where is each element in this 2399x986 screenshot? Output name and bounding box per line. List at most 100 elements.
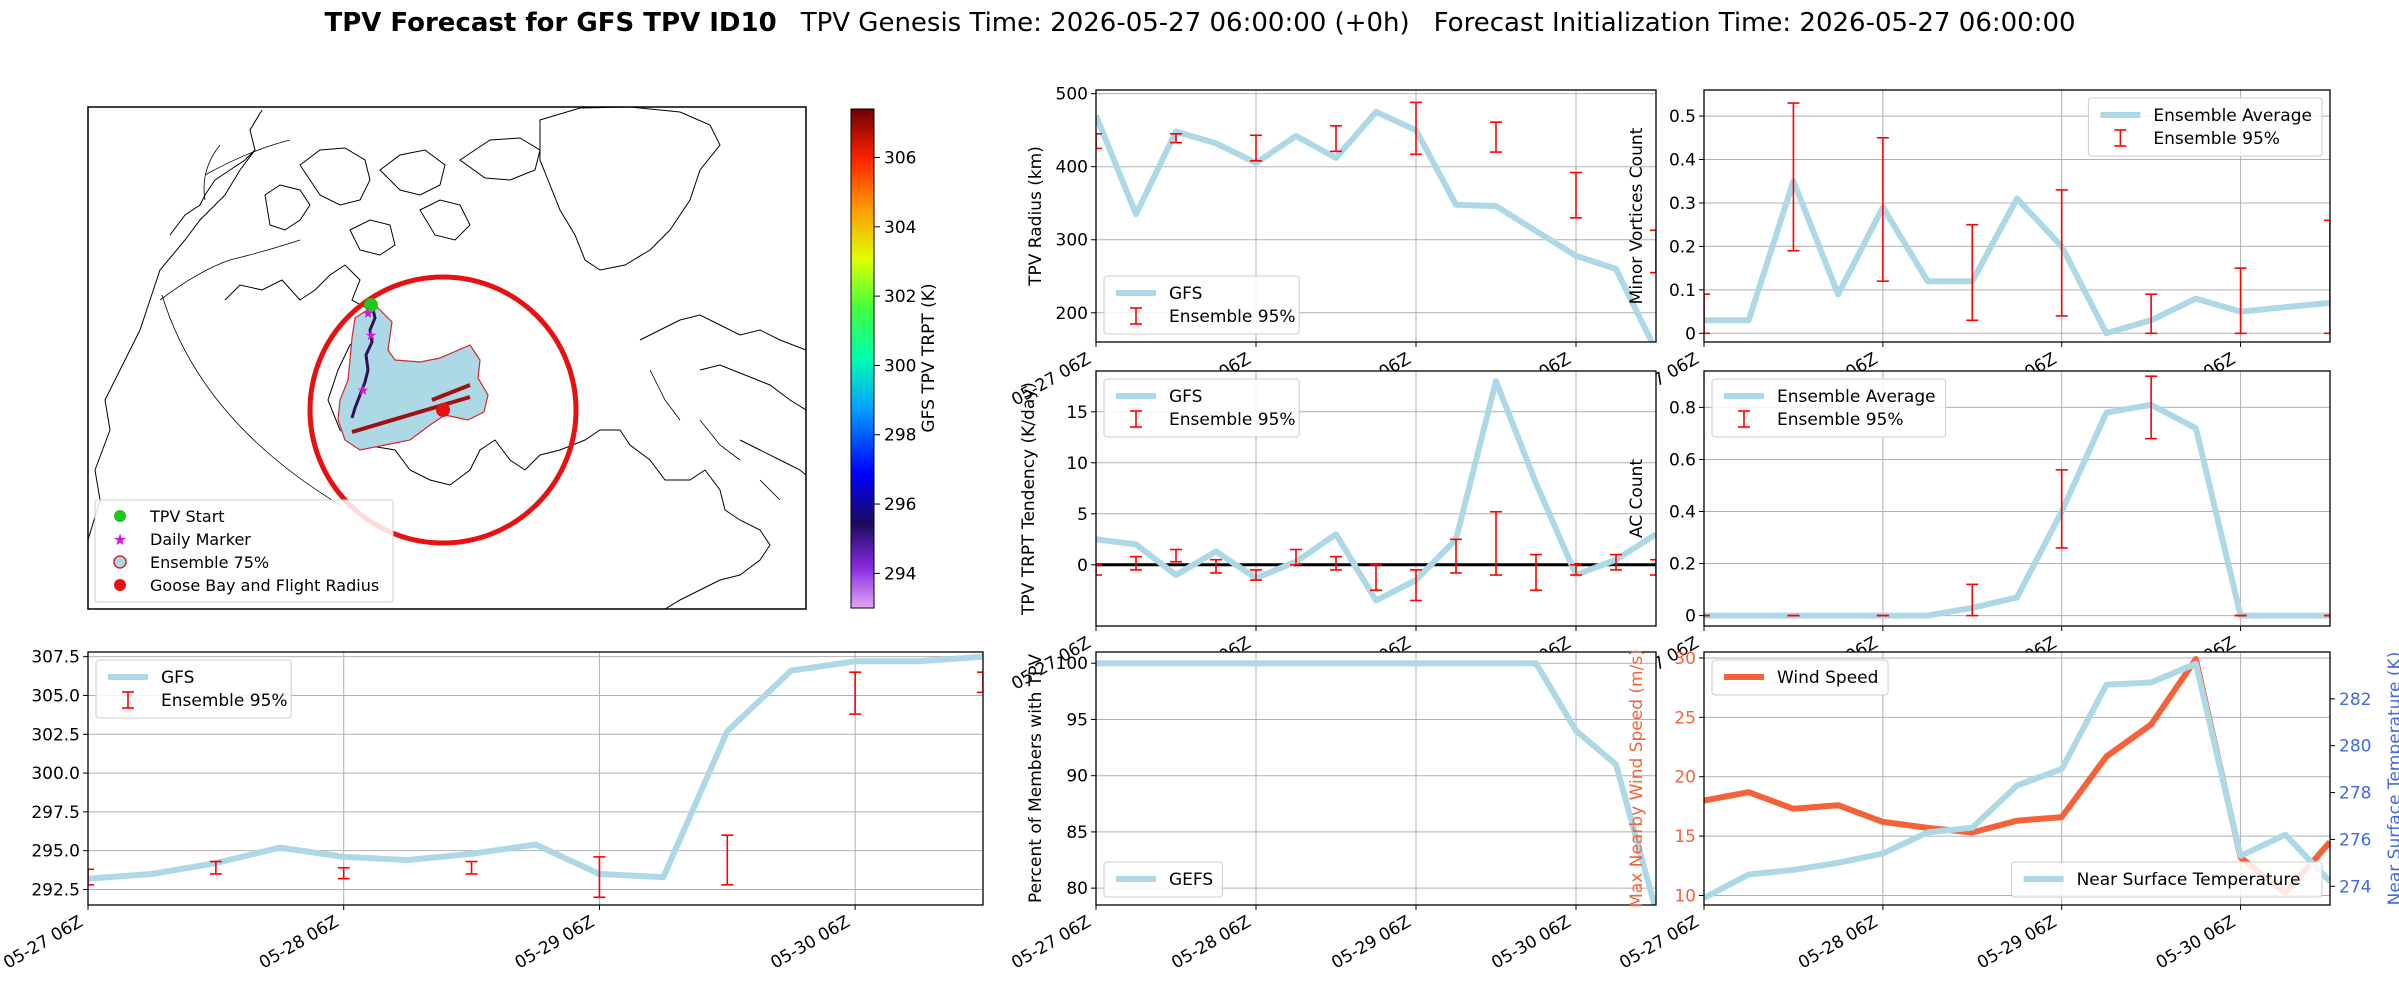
- legend-label: Ensemble 95%: [1777, 410, 1904, 430]
- y-axis-label: Percent of Members with TPV: [1026, 654, 1046, 903]
- series-layer: [88, 653, 983, 899]
- colorbar-tick-label: 298: [884, 426, 916, 446]
- svg-text:★: ★: [362, 306, 375, 322]
- ensemble-95-errorbar: [1876, 136, 1889, 282]
- ensemble-95-errorbar: [1490, 510, 1502, 576]
- y-tick-label: 5: [1077, 505, 1088, 525]
- ensemble-95-errorbar: [1130, 555, 1142, 571]
- legend-tpv-start: TPV Start: [149, 507, 225, 526]
- legend-label: Ensemble 95%: [1169, 307, 1296, 327]
- legend-box: [2011, 861, 2323, 898]
- y-axis-label: TPV TRPT Tendency (K/day): [1019, 382, 1039, 616]
- x-tick-label: 05-28 06Z: [1795, 912, 1881, 973]
- x-tick-label: 05-27 06Z: [1008, 912, 1094, 973]
- series-layer: [1096, 101, 1656, 342]
- gfs-series-line: [1096, 378, 1656, 604]
- y-tick-label: 0.4: [1669, 151, 1696, 171]
- ensemble-95-errorbar: [1570, 563, 1582, 576]
- coastline-arctic-islands: [169, 137, 541, 256]
- ensemble-95-errorbar: [1650, 229, 1656, 274]
- y-tick-label: 0.3: [1669, 194, 1696, 214]
- x-tick-label: 05-27 06Z: [0, 912, 86, 973]
- legend-label: Near Surface Temperature: [2077, 870, 2301, 890]
- goose-bay-flight-radius: [307, 274, 579, 546]
- y-tick-label: 15: [1674, 827, 1696, 847]
- ensemble-95-errorbar: [1096, 563, 1102, 576]
- legend-box: [1711, 659, 1889, 696]
- ensemble-95-errorbar: [1330, 555, 1342, 571]
- ensemble-95-errorbar: [2324, 219, 2330, 335]
- title-init: Forecast Initialization Time: 2026-05-27…: [1434, 8, 2076, 38]
- series-layer: [1704, 656, 2330, 901]
- daily-markers: ★ ★ ★: [357, 306, 378, 399]
- legend-label: GFS: [1169, 387, 1202, 407]
- ensemble-95-errorbar: [2145, 375, 2158, 440]
- ensemble-95-errorbar: [1170, 548, 1182, 563]
- ensemble-95-errorbar: [1170, 133, 1182, 144]
- y-tick-label: 15: [1066, 403, 1088, 423]
- coastline-north-america: [88, 109, 771, 609]
- ensemble-95-errorbar: [1370, 563, 1382, 592]
- axes-frame: [87, 651, 984, 906]
- axes-frame: [1703, 370, 2331, 627]
- colorbar-label: GFS TPV TRPT (K): [919, 283, 939, 432]
- ensemble-95-errorbar: [2145, 293, 2158, 335]
- legend-ensemble-75: Ensemble 75%: [150, 553, 269, 572]
- legend-radius: GFS Ensemble 95%: [1103, 275, 1300, 335]
- legend-label: GFS: [161, 668, 194, 688]
- chart-percent: 80 85 90 95 100 05-27 06Z 05-28 06Z 05-29 06Z 05…: [1008, 651, 1657, 973]
- ensemble-95-errorbar: [849, 671, 862, 715]
- y-axis-label: TPV Radius (km): [1026, 146, 1046, 287]
- ensemble-95-errorbar: [1787, 102, 1800, 252]
- lat-lon-line: [161, 139, 341, 506]
- legend-trpt: GFS Ensemble 95%: [95, 659, 292, 719]
- y-tick-label: 0.6: [1669, 450, 1696, 470]
- legend-daily-marker: Daily Marker: [150, 530, 251, 549]
- ensemble-95-errorbar: [1966, 583, 1979, 617]
- legend-label: Ensemble 95%: [161, 691, 288, 711]
- flight-leg-2: [431, 383, 471, 402]
- ensemble-95-errorbar: [1290, 548, 1302, 566]
- colorbar-tick-label: 304: [884, 218, 916, 238]
- ensemble-95-errorbar: [1490, 121, 1502, 153]
- y-tick-label: 85: [1066, 823, 1088, 843]
- ensemble-95-errorbar: [1330, 124, 1342, 153]
- ensemble-95-errorbar: [465, 860, 478, 875]
- ensemble-95-errorbar: [1250, 569, 1262, 581]
- legend-box: [2087, 97, 2323, 157]
- series-layer: [1096, 660, 1656, 905]
- y-tick-label: 200: [1056, 304, 1088, 324]
- colorbar-tick-label: 294: [884, 564, 916, 584]
- ensemble-95-errorbar: [337, 866, 350, 880]
- series-layer: [1096, 378, 1656, 604]
- ensemble-95-errorbar: [1210, 558, 1222, 574]
- ensemble-95-errorbar: [977, 671, 983, 694]
- coastline-greenland: [539, 107, 721, 271]
- y-tick-label: 0.2: [1669, 555, 1696, 575]
- chart-wind: 10 15 20 25 30 05-27 06Z 05-28 06Z 05-29 06Z 05-…: [1616, 649, 2399, 973]
- y-tick-label: 307.5: [31, 648, 80, 668]
- ensemble-95-errorbar: [1610, 553, 1622, 571]
- colorbar-gradient: [850, 108, 875, 609]
- legend-ac: Ensemble Average Ensemble 95%: [1711, 378, 1947, 438]
- colorbar: 294 296 298 300 302 304 306 GFS TPV TRPT (K): [850, 108, 939, 609]
- ensemble-95-errorbar: [1410, 101, 1422, 156]
- gfs-series-line: [1096, 660, 1656, 905]
- svg-text:★: ★: [357, 383, 370, 399]
- x-tick-label: 05-30 06Z: [767, 912, 853, 973]
- ensemble-95-errorbar: [1650, 558, 1656, 576]
- y2-tick-label: 282: [2339, 690, 2371, 710]
- ensemble-95-errorbar: [2055, 189, 2068, 317]
- y-tick-label: 0.1: [1669, 281, 1696, 301]
- chart-trpt: 292.5 295.0 297.5 300.0 302.5 305.0 307.5 05-27…: [0, 648, 984, 973]
- colorbar-tick-label: 302: [884, 287, 916, 307]
- coastline-eurasia: [639, 314, 806, 476]
- ensemble-95-errorbar: [2055, 469, 2068, 549]
- x-tick-label: 05-29 06Z: [1328, 912, 1414, 973]
- gfs-series-line: [1096, 108, 1656, 342]
- legend-box: [1711, 378, 1947, 438]
- gfs-series-line: [1704, 401, 2330, 619]
